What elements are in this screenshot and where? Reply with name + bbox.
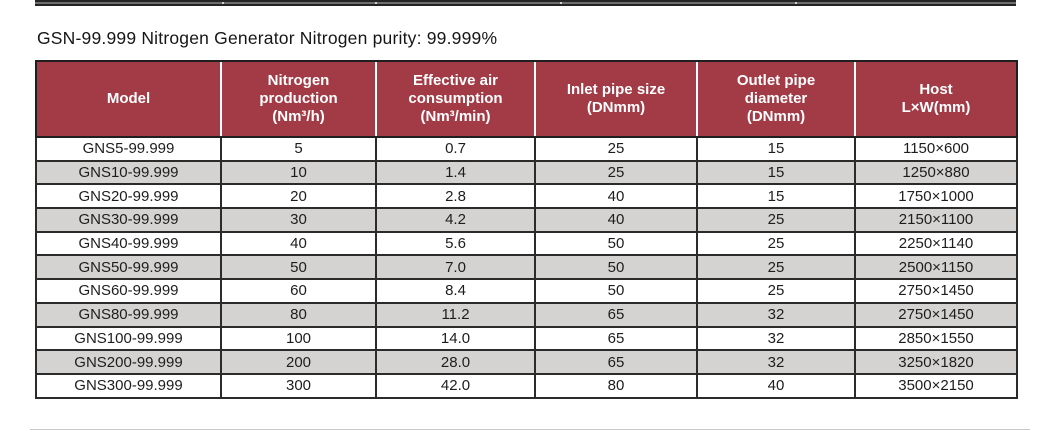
table-header-row: Model Nitrogen production (Nm³/h) Effect… bbox=[35, 60, 1018, 138]
cell-host-size: 2500×1150 bbox=[854, 254, 1018, 281]
cell-host-size: 2750×1450 bbox=[854, 278, 1018, 304]
cell-inlet-pipe-size: 50 bbox=[534, 278, 698, 304]
cell-model: GNS40-99.999 bbox=[35, 230, 222, 257]
cell-host-size: 1150×600 bbox=[854, 136, 1018, 162]
cell-outlet-pipe-diameter: 32 bbox=[696, 325, 856, 352]
cell-nitrogen-production: 20 bbox=[220, 183, 377, 210]
cell-outlet-pipe-diameter: 25 bbox=[696, 230, 856, 257]
cell-outlet-pipe-diameter: 32 bbox=[696, 349, 856, 375]
cell-model: GNS20-99.999 bbox=[35, 183, 222, 210]
column-divider-tick bbox=[795, 2, 797, 4]
cell-outlet-pipe-diameter: 32 bbox=[696, 301, 856, 328]
cell-inlet-pipe-size: 65 bbox=[534, 325, 698, 352]
cell-host-size: 1750×1000 bbox=[854, 183, 1018, 210]
cell-inlet-pipe-size: 50 bbox=[534, 254, 698, 281]
cell-air-consumption: 11.2 bbox=[375, 301, 536, 328]
cell-outlet-pipe-diameter: 15 bbox=[696, 136, 856, 162]
cell-host-size: 2750×1450 bbox=[854, 301, 1018, 328]
table-row: GNS20-99.999 20 2.8 40 15 1750×1000 bbox=[35, 183, 1018, 210]
cell-host-size: 3500×2150 bbox=[854, 372, 1018, 399]
column-divider-tick bbox=[222, 2, 224, 4]
cell-air-consumption: 0.7 bbox=[375, 136, 536, 162]
page-title: GSN-99.999 Nitrogen Generator Nitrogen p… bbox=[37, 28, 498, 48]
table-row: GNS200-99.999 200 28.0 65 32 3250×1820 bbox=[35, 349, 1018, 375]
cell-air-consumption: 8.4 bbox=[375, 278, 536, 304]
cell-inlet-pipe-size: 65 bbox=[534, 349, 698, 375]
cell-air-consumption: 5.6 bbox=[375, 230, 536, 257]
cell-inlet-pipe-size: 25 bbox=[534, 136, 698, 162]
column-header-host-size: Host L×W(mm) bbox=[854, 60, 1018, 138]
column-divider-tick bbox=[375, 2, 377, 4]
cell-model: GNS60-99.999 bbox=[35, 278, 222, 304]
cell-outlet-pipe-diameter: 25 bbox=[696, 254, 856, 281]
cell-nitrogen-production: 5 bbox=[220, 136, 377, 162]
cell-air-consumption: 42.0 bbox=[375, 372, 536, 399]
table-row: GNS300-99.999 300 42.0 80 40 3500×2150 bbox=[35, 372, 1018, 399]
cell-air-consumption: 14.0 bbox=[375, 325, 536, 352]
cell-air-consumption: 4.2 bbox=[375, 207, 536, 233]
column-header-model: Model bbox=[35, 60, 221, 138]
cell-outlet-pipe-diameter: 25 bbox=[696, 207, 856, 233]
cell-host-size: 2850×1550 bbox=[854, 325, 1018, 352]
table-row: GNS40-99.999 40 5.6 50 25 2250×1140 bbox=[35, 230, 1018, 257]
cell-model: GNS30-99.999 bbox=[35, 207, 222, 233]
table-row: GNS5-99.999 5 0.7 25 15 1150×600 bbox=[35, 136, 1018, 162]
cell-nitrogen-production: 40 bbox=[220, 230, 377, 257]
cell-nitrogen-production: 10 bbox=[220, 159, 377, 186]
cell-nitrogen-production: 100 bbox=[220, 325, 377, 352]
cell-outlet-pipe-diameter: 15 bbox=[696, 183, 856, 210]
cell-host-size: 1250×880 bbox=[854, 159, 1018, 186]
cell-model: GNS5-99.999 bbox=[35, 136, 222, 162]
cell-model: GNS300-99.999 bbox=[35, 372, 222, 399]
cell-outlet-pipe-diameter: 40 bbox=[696, 372, 856, 399]
cell-inlet-pipe-size: 50 bbox=[534, 230, 698, 257]
cell-inlet-pipe-size: 40 bbox=[534, 207, 698, 233]
column-header-inlet-pipe-size: Inlet pipe size (DNmm) bbox=[534, 60, 697, 138]
cell-outlet-pipe-diameter: 25 bbox=[696, 278, 856, 304]
table-row: GNS100-99.999 100 14.0 65 32 2850×1550 bbox=[35, 325, 1018, 352]
cell-nitrogen-production: 60 bbox=[220, 278, 377, 304]
table-row: GNS50-99.999 50 7.0 50 25 2500×1150 bbox=[35, 254, 1018, 281]
cell-model: GNS10-99.999 bbox=[35, 159, 222, 186]
column-header-air-consumption: Effective air consumption (Nm³/min) bbox=[375, 60, 535, 138]
cell-nitrogen-production: 80 bbox=[220, 301, 377, 328]
cell-host-size: 2150×1100 bbox=[854, 207, 1018, 233]
table-row: GNS80-99.999 80 11.2 65 32 2750×1450 bbox=[35, 301, 1018, 328]
table-header: Model Nitrogen production (Nm³/h) Effect… bbox=[35, 60, 1018, 138]
cell-inlet-pipe-size: 80 bbox=[534, 372, 698, 399]
divider-line bbox=[30, 429, 1030, 430]
cell-nitrogen-production: 300 bbox=[220, 372, 377, 399]
cell-nitrogen-production: 50 bbox=[220, 254, 377, 281]
spec-table: Model Nitrogen production (Nm³/h) Effect… bbox=[35, 60, 1018, 399]
cell-air-consumption: 1.4 bbox=[375, 159, 536, 186]
cell-air-consumption: 2.8 bbox=[375, 183, 536, 210]
cell-outlet-pipe-diameter: 15 bbox=[696, 159, 856, 186]
cell-model: GNS100-99.999 bbox=[35, 325, 222, 352]
table-row: GNS10-99.999 10 1.4 25 15 1250×880 bbox=[35, 159, 1018, 186]
table-row: GNS60-99.999 60 8.4 50 25 2750×1450 bbox=[35, 278, 1018, 304]
column-divider-tick bbox=[560, 2, 562, 4]
table-body: GNS5-99.999 5 0.7 25 15 1150×600 GNS10-9… bbox=[35, 136, 1018, 399]
cell-model: GNS200-99.999 bbox=[35, 349, 222, 375]
cell-host-size: 2250×1140 bbox=[854, 230, 1018, 257]
column-header-nitrogen-production: Nitrogen production (Nm³/h) bbox=[220, 60, 376, 138]
cell-air-consumption: 7.0 bbox=[375, 254, 536, 281]
cell-host-size: 3250×1820 bbox=[854, 349, 1018, 375]
table-row: GNS30-99.999 30 4.2 40 25 2150×1100 bbox=[35, 207, 1018, 233]
cell-inlet-pipe-size: 40 bbox=[534, 183, 698, 210]
cell-inlet-pipe-size: 65 bbox=[534, 301, 698, 328]
cell-model: GNS50-99.999 bbox=[35, 254, 222, 281]
cell-air-consumption: 28.0 bbox=[375, 349, 536, 375]
cell-nitrogen-production: 30 bbox=[220, 207, 377, 233]
cell-nitrogen-production: 200 bbox=[220, 349, 377, 375]
column-header-outlet-pipe-diameter: Outlet pipe diameter (DNmm) bbox=[696, 60, 855, 138]
cell-inlet-pipe-size: 25 bbox=[534, 159, 698, 186]
previous-table-bottom-edge bbox=[35, 0, 1016, 6]
cell-model: GNS80-99.999 bbox=[35, 301, 222, 328]
